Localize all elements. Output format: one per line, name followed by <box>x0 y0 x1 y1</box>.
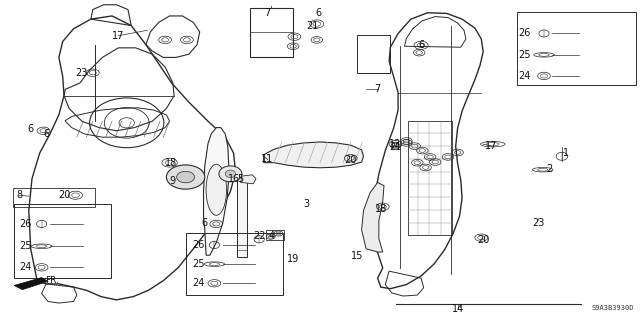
Text: 20: 20 <box>344 155 357 165</box>
Text: 5: 5 <box>237 174 243 184</box>
Text: 8: 8 <box>16 190 22 200</box>
Text: 17: 17 <box>485 141 498 151</box>
Text: 25: 25 <box>192 259 205 269</box>
Ellipse shape <box>219 166 242 182</box>
Text: 18: 18 <box>165 158 178 168</box>
Text: 22: 22 <box>253 231 266 241</box>
Text: 6: 6 <box>316 8 322 18</box>
Bar <box>13 188 95 207</box>
Text: 4: 4 <box>269 231 275 241</box>
Text: 17: 17 <box>112 31 125 41</box>
Ellipse shape <box>177 171 195 183</box>
Text: 26: 26 <box>192 240 205 250</box>
Polygon shape <box>204 128 229 255</box>
Text: 15: 15 <box>351 251 364 261</box>
Text: 18: 18 <box>374 204 387 214</box>
Polygon shape <box>241 175 256 184</box>
Text: 26: 26 <box>19 219 32 229</box>
Text: 20: 20 <box>477 235 490 245</box>
Text: 12: 12 <box>389 139 402 149</box>
Text: 19: 19 <box>287 254 300 264</box>
Text: 14: 14 <box>451 304 464 315</box>
Text: 25: 25 <box>518 50 531 60</box>
Text: 24: 24 <box>19 262 32 272</box>
Bar <box>237 177 247 257</box>
Text: 23: 23 <box>76 68 88 78</box>
Bar <box>357 35 390 73</box>
Text: 2: 2 <box>546 164 552 174</box>
Text: 24: 24 <box>192 278 205 288</box>
Text: 9: 9 <box>170 176 176 186</box>
Bar <box>186 233 283 295</box>
Ellipse shape <box>166 165 205 189</box>
Text: 6: 6 <box>28 124 34 134</box>
Text: 6: 6 <box>202 218 208 228</box>
Text: 16: 16 <box>227 174 240 184</box>
Text: 21: 21 <box>389 142 402 152</box>
Text: 7: 7 <box>374 84 381 94</box>
Text: 23: 23 <box>532 218 545 228</box>
Bar <box>408 121 452 235</box>
Text: 21: 21 <box>306 20 319 31</box>
Text: 6: 6 <box>418 40 424 50</box>
Ellipse shape <box>206 164 227 215</box>
Text: 20: 20 <box>58 190 70 200</box>
Bar <box>250 8 293 57</box>
Text: 11: 11 <box>261 154 274 165</box>
Text: S9A3B3930D: S9A3B3930D <box>591 305 634 311</box>
Ellipse shape <box>225 170 236 178</box>
Text: 25: 25 <box>19 241 32 251</box>
Bar <box>14 204 111 278</box>
Bar <box>266 230 284 240</box>
Polygon shape <box>264 142 364 168</box>
Text: 3: 3 <box>303 199 309 209</box>
Text: 24: 24 <box>518 71 531 81</box>
Polygon shape <box>362 182 384 252</box>
Text: FR.: FR. <box>45 276 60 285</box>
Text: 1: 1 <box>563 148 570 158</box>
Bar <box>517 12 636 85</box>
Text: 7: 7 <box>264 8 271 18</box>
Text: 6: 6 <box>43 129 49 139</box>
Polygon shape <box>14 278 48 290</box>
Text: 26: 26 <box>518 28 531 39</box>
